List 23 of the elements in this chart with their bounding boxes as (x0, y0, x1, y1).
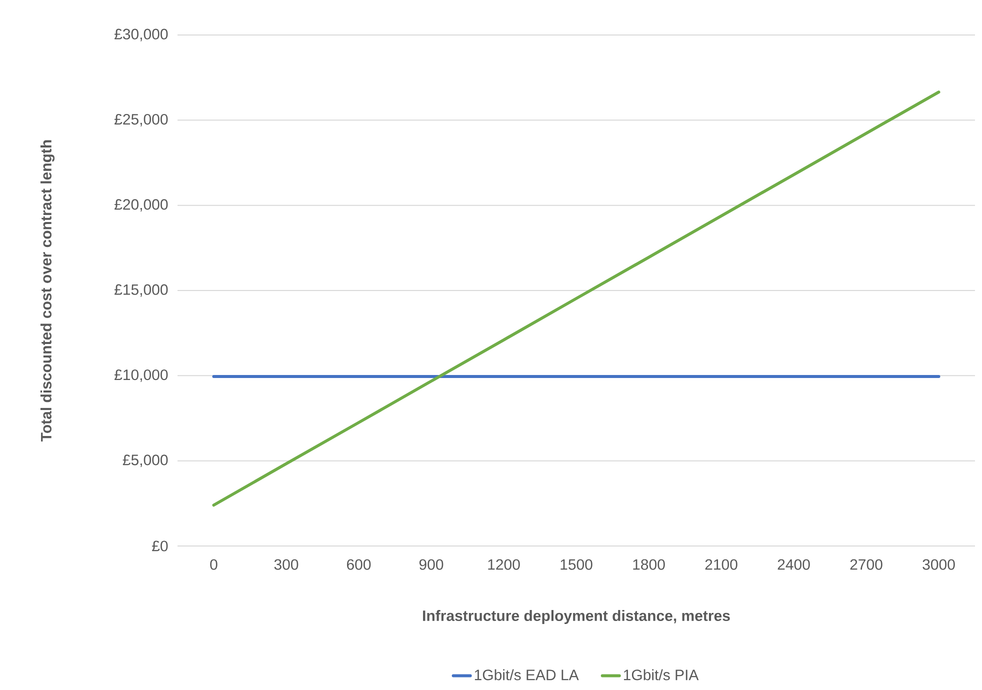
y-tick-label: £5,000 (122, 454, 168, 468)
legend-label: 1Gbit/s EAD LA (474, 669, 579, 680)
x-tick-label: 1200 (488, 559, 520, 570)
x-axis-title: Infrastructure deployment distance, metres (423, 610, 730, 624)
line-series (212, 90, 940, 507)
x-tick-label: 1800 (633, 559, 665, 570)
y-axis-title: Total discounted cost over contract length (40, 140, 55, 442)
y-tick-label: £30,000 (114, 28, 168, 42)
x-tick-label: 3000 (922, 559, 955, 570)
y-tick-label: £10,000 (114, 369, 168, 382)
x-tick-label: 0 (210, 559, 218, 570)
x-tick-label: 600 (347, 559, 371, 570)
x-tick-label: 300 (274, 559, 298, 570)
x-tick-label: 900 (419, 559, 444, 570)
x-tick-label: 2100 (705, 559, 738, 570)
x-tick-label: 2400 (778, 559, 810, 570)
x-tick-label: 2700 (850, 559, 882, 570)
y-tick-label: £25,000 (114, 114, 168, 126)
legend-label: 1Gbit/s PIA (624, 669, 699, 680)
y-tick-label: £15,000 (114, 284, 168, 297)
y-tick-label: £20,000 (114, 199, 168, 212)
y-tick-label: £0 (152, 540, 168, 552)
x-tick-label: 1500 (560, 559, 592, 570)
